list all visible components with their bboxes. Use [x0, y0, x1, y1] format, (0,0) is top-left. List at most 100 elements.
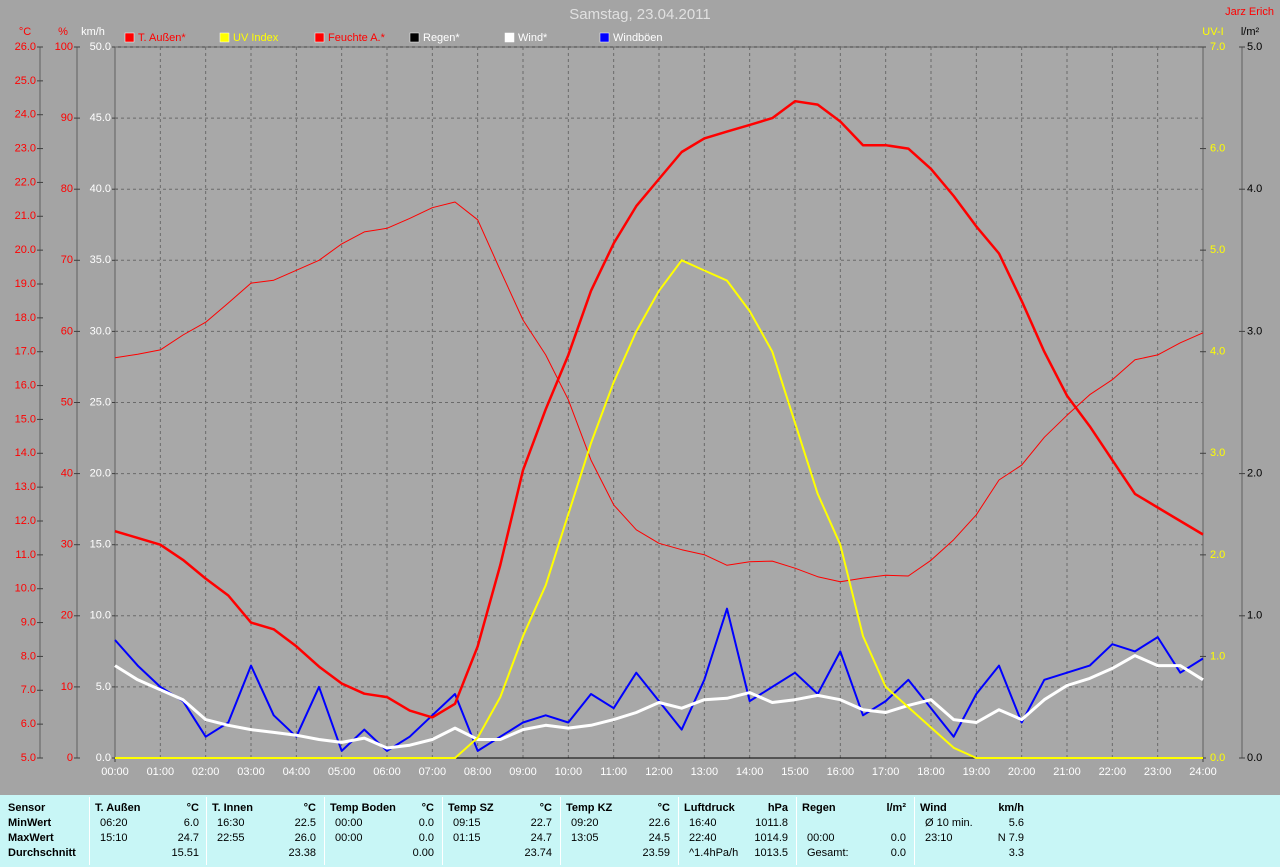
axis-tick-label: 1.0 — [1210, 650, 1225, 662]
cell-value: 1011.8 — [755, 817, 788, 829]
legend-swatch — [504, 32, 515, 43]
cell-value: 22.7 — [530, 817, 552, 829]
axis-tick-label: 5.0 — [96, 681, 111, 693]
cell-time: 13:05 — [571, 832, 599, 844]
row-label: MaxWert — [8, 832, 54, 844]
column-separator — [560, 797, 561, 865]
cell-value: 24.7 — [177, 832, 199, 844]
cell-value: 0.0 — [890, 832, 906, 844]
axis-tick-label: 14.0 — [15, 447, 36, 459]
x-tick-label: 03:00 — [237, 766, 265, 778]
cell-time: 16:40 — [689, 817, 717, 829]
cell-time: 15:10 — [100, 832, 128, 844]
x-tick-label: 08:00 — [464, 766, 492, 778]
axis-tick-label: 15.0 — [90, 539, 111, 551]
axis-tick-label: 1.0 — [1247, 610, 1262, 622]
axis-tick-label: 2.0 — [1210, 549, 1225, 561]
axis-tick-label: 35.0 — [90, 254, 111, 266]
column-unit: °C — [657, 802, 670, 814]
axis-tick-label: 80 — [61, 183, 73, 195]
column-unit: hPa — [767, 802, 788, 814]
legend-swatch — [219, 32, 230, 43]
x-tick-label: 04:00 — [283, 766, 311, 778]
column-unit: l/m² — [886, 802, 906, 814]
column-separator — [442, 797, 443, 865]
chart-title: Samstag, 23.04.2011 — [569, 6, 711, 23]
column-unit: °C — [421, 802, 434, 814]
chart: Samstag, 23.04.2011 Jarz Erich °C 5.0 6.0 7… — [15, 6, 1274, 778]
x-tick-label: 06:00 — [373, 766, 401, 778]
axis-tick-label: 60 — [61, 325, 73, 337]
column-separator — [678, 797, 679, 865]
x-tick-label: 21:00 — [1053, 766, 1081, 778]
column-name: T. Innen — [212, 802, 253, 814]
axis-tick-label: 40 — [61, 468, 73, 480]
x-tick-label: 07:00 — [419, 766, 447, 778]
axis-tick-label: 50.0 — [90, 41, 111, 53]
column-unit: °C — [539, 802, 552, 814]
axis-tick-label: 0 — [67, 752, 73, 764]
x-tick-label: 15:00 — [781, 766, 809, 778]
x-tick-label: 14:00 — [736, 766, 764, 778]
axis-tick-label: 20.0 — [90, 468, 111, 480]
axis-tick-label: 50 — [61, 396, 73, 408]
cell-value: 0.00 — [412, 847, 434, 859]
axis-tick-label: 9.0 — [21, 616, 36, 628]
cell-value: 24.5 — [648, 832, 670, 844]
axis-tick-label: 10.0 — [15, 583, 36, 595]
axis-unit: °C — [19, 26, 31, 38]
cell-value: 26.0 — [294, 832, 316, 844]
cell-value: 0.0 — [418, 817, 434, 829]
stats-table: Sensor MinWert MaxWert Durchschnitt T. Außen… — [0, 795, 1280, 867]
axis-tick-label: 17.0 — [15, 346, 36, 358]
axis-tick-label: 100 — [55, 41, 73, 53]
cell-value: 1013.5 — [754, 847, 788, 859]
column-separator — [324, 797, 325, 865]
cell-time: Ø 10 min. — [925, 817, 973, 829]
axis-tick-label: 15.0 — [15, 413, 36, 425]
x-tick-label: 23:00 — [1144, 766, 1172, 778]
cell-time: ^1.4hPa/h — [689, 847, 739, 859]
x-tick-label: 02:00 — [192, 766, 220, 778]
column-name: Temp SZ — [448, 802, 494, 814]
column-name: Wind — [920, 802, 947, 814]
legend-label: T. Außen* — [138, 32, 186, 44]
cell-value: 0.0 — [418, 832, 434, 844]
axis-tick-label: 45.0 — [90, 112, 111, 124]
axis-tick-label: 24.0 — [15, 109, 36, 121]
x-tick-label: 00:00 — [101, 766, 129, 778]
axis-tick-label: 3.0 — [1210, 447, 1225, 459]
axis-tick-label: 30.0 — [90, 325, 111, 337]
cell-value: 1014.9 — [754, 832, 788, 844]
column-name: Temp Boden — [330, 802, 396, 814]
x-tick-label: 13:00 — [691, 766, 719, 778]
cell-time: 22:40 — [689, 832, 717, 844]
axis-tick-label: 6.0 — [21, 718, 36, 730]
axis-tick-label: 5.0 — [1210, 244, 1225, 256]
axis-tick-label: 10 — [61, 681, 73, 693]
x-tick-label: 20:00 — [1008, 766, 1036, 778]
row-label: Sensor — [8, 802, 46, 814]
cell-time: 09:20 — [571, 817, 599, 829]
column-separator — [89, 797, 90, 865]
cell-time: 09:15 — [453, 817, 481, 829]
axis-unit: km/h — [81, 26, 105, 38]
column-name: Temp KZ — [566, 802, 613, 814]
cell-value: 15.51 — [171, 847, 199, 859]
cell-value: 3.3 — [1008, 847, 1024, 859]
axis-tick-label: 3.0 — [1247, 325, 1262, 337]
x-tick-label: 17:00 — [872, 766, 900, 778]
cell-time: 22:55 — [217, 832, 245, 844]
cell-time: 00:00 — [335, 832, 363, 844]
axis-tick-label: 21.0 — [15, 210, 36, 222]
legend-swatch — [314, 32, 325, 43]
x-tick-label: 16:00 — [827, 766, 855, 778]
column-name: Regen — [802, 802, 836, 814]
cell-value: 22.5 — [294, 817, 316, 829]
axis-tick-label: 0.0 — [96, 752, 111, 764]
x-tick-label: 12:00 — [645, 766, 673, 778]
axis-tick-label: 40.0 — [90, 183, 111, 195]
axis-tick-label: 13.0 — [15, 481, 36, 493]
axis-tick-label: 0.0 — [1210, 752, 1225, 764]
